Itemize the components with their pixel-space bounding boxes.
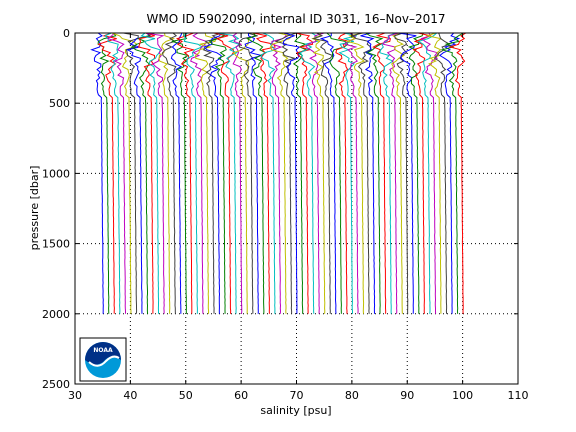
x-tick-label-2: 50 (179, 389, 193, 402)
profile-line (269, 32, 292, 314)
y-tick-label-3: 1500 (42, 238, 70, 251)
profile-line (208, 32, 227, 314)
profile-line (292, 32, 308, 314)
y-axis-label: pressure [dbar] (28, 166, 41, 251)
profile-line (126, 32, 152, 314)
profile-line (448, 32, 467, 314)
profile-line (202, 32, 223, 314)
profile-line (379, 32, 397, 314)
profile-line (345, 32, 366, 314)
profile-line (260, 32, 277, 314)
profile-line (351, 32, 372, 314)
y-tick-label-2: 1000 (42, 167, 70, 180)
profile-line (439, 32, 461, 314)
x-tick-label-5: 80 (345, 389, 359, 402)
profile-line (425, 32, 442, 314)
profile-line (326, 32, 349, 314)
x-axis-label: salinity [psu] (260, 404, 331, 417)
profile-line (238, 32, 258, 314)
profile-line (213, 32, 234, 314)
y-tick-label-1: 500 (49, 97, 70, 110)
profile-line (90, 32, 104, 314)
profile-line (217, 32, 240, 314)
profile-line (140, 32, 161, 314)
x-tick-label-1: 40 (123, 389, 137, 402)
profile-line (232, 32, 257, 314)
profile-line (175, 32, 196, 314)
profile-line (130, 32, 155, 314)
x-tick-label-7: 100 (452, 389, 473, 402)
profile-line (343, 32, 359, 314)
profile-line (190, 32, 208, 314)
profile-line (195, 32, 217, 314)
chart-title: WMO ID 5902090, internal ID 3031, 16–Nov… (147, 12, 446, 26)
noaa-logo: NOAA (79, 337, 127, 382)
profile-line (305, 32, 325, 314)
profile-line (407, 32, 424, 314)
profile-line (365, 32, 384, 314)
x-tick-label-8: 110 (508, 389, 529, 402)
grid-lines (75, 33, 518, 384)
profile-line (335, 32, 351, 314)
profile-line (274, 32, 297, 314)
profile-line (338, 32, 357, 314)
salinity-profiles (90, 32, 467, 314)
profile-line (440, 32, 464, 314)
profile-line (394, 32, 409, 314)
profile-line (271, 32, 287, 314)
profile-line (299, 32, 319, 314)
profile-line (372, 32, 391, 314)
y-tick-label-0: 0 (63, 27, 70, 40)
profile-line (123, 32, 139, 314)
profile-line (203, 32, 222, 314)
profile-line (145, 32, 165, 314)
y-tick-label-5: 2500 (42, 378, 70, 391)
profile-line (420, 32, 439, 314)
profile-line (311, 32, 326, 314)
profile-line (137, 32, 156, 314)
profile-line (319, 32, 337, 314)
y-tick-label-4: 2000 (42, 308, 70, 321)
profile-line (106, 32, 126, 314)
profile-line (158, 32, 176, 314)
profile-line (311, 32, 334, 314)
logo-wave (88, 355, 120, 367)
logo-text: NOAA (93, 347, 113, 354)
x-tick-label-3: 60 (234, 389, 248, 402)
profile-line (97, 32, 117, 314)
profile-line (282, 32, 301, 314)
profile-line (162, 32, 178, 314)
profile-line (412, 32, 432, 314)
profile-line (244, 33, 264, 314)
profile-line (398, 32, 417, 314)
profile-line (171, 32, 190, 314)
axis-ticks: 30 40 50 60 70 80 90 100 110 0 500 1000 1500 2000 2500 (42, 27, 529, 402)
profile-line (433, 32, 451, 314)
logo-top (85, 342, 121, 365)
profile-line (183, 32, 204, 314)
profile-line (253, 32, 276, 314)
x-tick-label-0: 30 (68, 389, 82, 402)
profile-line (246, 32, 267, 314)
profile-line (360, 32, 376, 314)
x-tick-label-4: 70 (290, 389, 304, 402)
profile-line (391, 32, 405, 314)
profile-line (170, 32, 183, 314)
profile-line (294, 32, 314, 314)
profile-line (111, 32, 138, 314)
profile-line (382, 32, 400, 314)
profile-line (104, 32, 121, 314)
profile-line (97, 32, 117, 314)
x-tick-label-6: 90 (400, 389, 414, 402)
profile-line (232, 32, 243, 314)
profile-line (417, 32, 438, 314)
